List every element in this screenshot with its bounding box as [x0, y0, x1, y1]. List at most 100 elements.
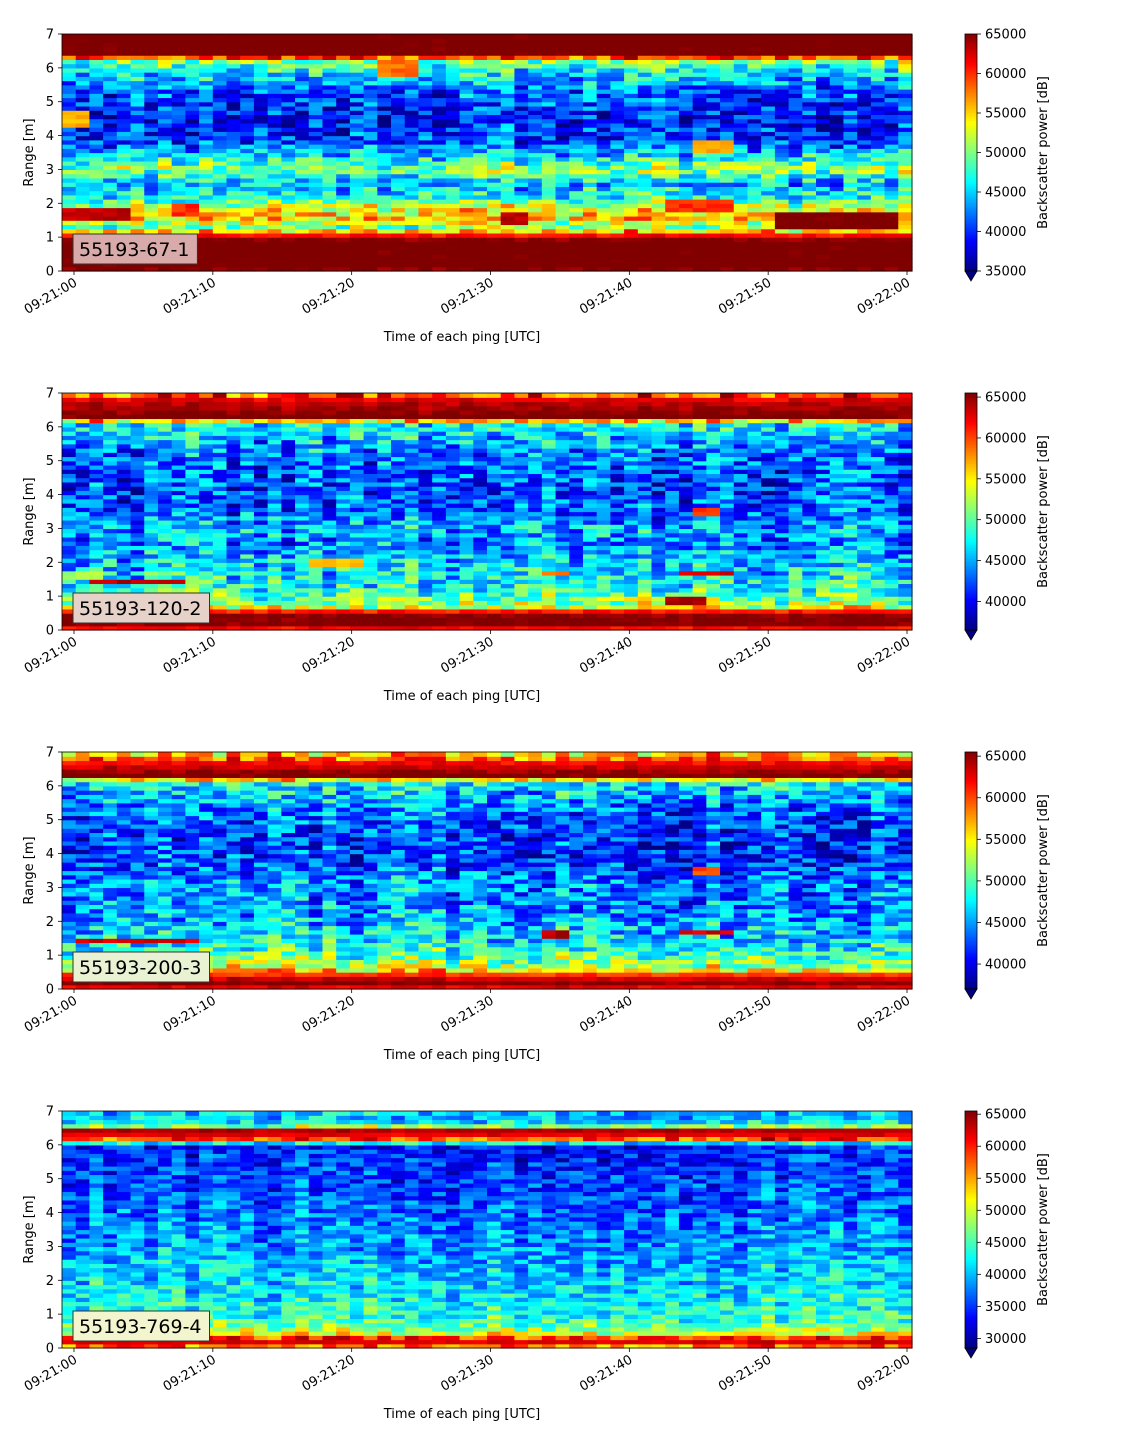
heatmap-cell [322, 558, 337, 563]
heatmap-cell [171, 114, 186, 120]
heatmap-cell [116, 228, 132, 234]
heatmap-cell [582, 105, 598, 111]
heatmap-cell [267, 519, 282, 525]
heatmap-cell [788, 152, 803, 158]
heatmap-cell [624, 241, 639, 247]
heatmap-cell [473, 131, 488, 137]
heatmap-cell [103, 50, 118, 56]
heatmap-cell [541, 110, 557, 116]
heatmap-cell [89, 553, 104, 559]
heatmap-cell [802, 160, 817, 166]
heatmap-cell [802, 110, 817, 116]
heatmap-cell [596, 55, 611, 60]
heatmap-cell [144, 173, 159, 179]
heatmap-cell [870, 237, 886, 242]
heatmap-cell [843, 173, 858, 179]
heatmap-cell [459, 165, 474, 171]
heatmap-cell [898, 215, 913, 221]
heatmap-cell [103, 169, 118, 175]
heatmap-cell [253, 477, 269, 483]
heatmap-cell [774, 182, 790, 187]
heatmap-cell [898, 89, 913, 94]
heatmap-cell [103, 177, 118, 183]
heatmap-cell [185, 456, 200, 462]
heatmap-cell [596, 215, 611, 221]
heatmap-cell [418, 173, 433, 179]
heatmap-cell [295, 50, 310, 56]
heatmap-cell [185, 473, 200, 479]
heatmap-cell [624, 63, 639, 69]
heatmap-cell [226, 237, 241, 242]
heatmap-cell [322, 596, 337, 601]
heatmap-cell [391, 89, 406, 94]
heatmap-cell [171, 211, 186, 217]
heatmap-cell [199, 553, 214, 559]
heatmap-cell [171, 579, 186, 585]
heatmap-cell [226, 190, 241, 196]
heatmap-cell [171, 460, 186, 466]
heatmap-cell [651, 93, 666, 99]
heatmap-cell [157, 203, 173, 209]
heatmap-cell [555, 203, 570, 209]
heatmap-cell [75, 190, 91, 196]
heatmap-cell [212, 460, 228, 466]
heatmap-cell [199, 621, 214, 627]
heatmap-cell [185, 38, 200, 44]
heatmap-cell [884, 249, 899, 255]
heatmap-cell [884, 241, 899, 247]
heatmap-cell [528, 42, 543, 48]
heatmap-cell [253, 135, 269, 141]
heatmap-cell [226, 249, 241, 255]
heatmap-cell [322, 469, 337, 475]
heatmap-cell [624, 215, 639, 221]
heatmap-cell [884, 207, 899, 213]
heatmap-cell [185, 72, 200, 77]
heatmap-cell [528, 220, 543, 226]
heatmap-cell [116, 135, 132, 141]
heatmap-cell [802, 139, 817, 145]
heatmap-cell [473, 258, 488, 264]
heatmap-cell [295, 435, 310, 441]
heatmap-cell [75, 549, 91, 555]
colorbar-segment [965, 168, 977, 171]
heatmap-cell [226, 122, 241, 128]
heatmap-cell [267, 160, 282, 166]
heatmap-cell [157, 435, 173, 441]
heatmap-cell [610, 207, 625, 213]
heatmap-cell [144, 621, 159, 627]
heatmap-cell [898, 186, 913, 192]
heatmap-cell [240, 110, 255, 116]
heatmap-cell [171, 528, 186, 534]
heatmap-cell [157, 524, 173, 530]
heatmap-cell [308, 97, 324, 103]
heatmap-cell [308, 207, 324, 213]
heatmap-cell [212, 122, 228, 128]
heatmap-cell [144, 625, 159, 631]
heatmap-cell [116, 570, 132, 576]
heatmap-cell [116, 498, 132, 504]
heatmap-cell [295, 613, 310, 618]
heatmap-cell [349, 156, 365, 162]
heatmap-cell [212, 541, 228, 546]
heatmap-cell [624, 156, 639, 162]
heatmap-cell [898, 50, 913, 56]
x-tick-label: 09:22:00 [855, 275, 913, 317]
heatmap-cell [665, 190, 680, 196]
heatmap-cell [62, 55, 77, 60]
heatmap-cell [528, 34, 543, 39]
heatmap-cell [678, 190, 694, 196]
heatmap-cell [62, 558, 77, 563]
heatmap-cell [816, 110, 831, 116]
heatmap-cell [308, 169, 324, 175]
heatmap-cell [267, 439, 282, 445]
heatmap-cell [857, 38, 872, 44]
heatmap-cell [89, 186, 104, 192]
heatmap-cell [665, 72, 680, 77]
heatmap-cell [432, 148, 447, 154]
heatmap-cell [116, 63, 132, 69]
heatmap-cell [788, 131, 803, 137]
heatmap-cell [857, 245, 872, 251]
heatmap-cell [240, 621, 255, 627]
heatmap-cell [418, 114, 433, 120]
heatmap-cell [774, 224, 790, 230]
